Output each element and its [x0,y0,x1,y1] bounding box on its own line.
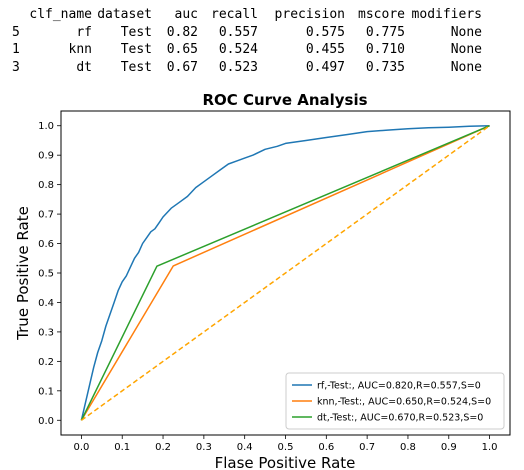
table-header-auc: auc [174,7,198,22]
chart-title: ROC Curve Analysis [202,91,367,109]
table-cell: 0.65 [166,42,198,57]
y-tick-label: 0.6 [38,239,54,250]
x-tick-label: 0.3 [196,442,212,453]
legend-entry: rf,-Test:, AUC=0.820,R=0.557,S=0 [317,381,481,392]
x-tick-label: 1.0 [482,442,498,453]
table-cell: 0.710 [365,42,405,57]
x-tick-label: 0.0 [73,442,89,453]
x-tick-label: 0.9 [441,442,457,453]
table-cell: 0.575 [305,24,345,40]
y-tick-label: 0.1 [38,386,54,397]
y-tick-label: 0.2 [38,357,54,368]
table-cell: Test [120,59,152,75]
table-cell: dt [76,59,92,75]
table-header-modifiers: modifiers [411,7,482,22]
table-header-precision: precision [274,7,345,22]
x-tick-label: 0.2 [155,442,171,453]
x-tick-label: 0.6 [318,442,334,453]
y-axis-label: True Positive Rate [14,206,32,341]
table-cell: Test [120,42,152,57]
x-tick-label: 0.8 [400,442,416,453]
legend-entry: dt,-Test:, AUC=0.670,R=0.523,S=0 [317,413,483,424]
series-line-2 [80,125,490,421]
series-line-1 [80,125,490,421]
table-cell: None [450,42,482,57]
table-cell: 0.82 [166,24,198,40]
x-tick-label: 0.1 [114,442,130,453]
y-tick-label: 0.0 [38,416,54,427]
y-tick-label: 0.8 [38,180,54,191]
y-tick-label: 0.9 [38,151,54,162]
table-header-clf_name: clf_name [29,7,92,22]
table-header-dataset: dataset [97,7,152,22]
table-row-index: 3 [12,59,20,75]
table-cell: 0.497 [305,59,345,75]
legend-entry: knn,-Test:, AUC=0.650,R=0.524,S=0 [317,397,491,408]
x-tick-label: 0.7 [359,442,375,453]
table-row-index: 5 [12,24,20,40]
table-cell: 0.67 [166,59,198,75]
table-cell: rf [76,24,92,40]
x-tick-label: 0.5 [278,442,294,453]
y-tick-label: 0.4 [38,298,54,309]
table-row-index: 1 [12,42,20,57]
table-header-recall: recall [211,7,258,22]
x-tick-label: 0.4 [237,442,253,453]
table-cell: 0.775 [365,24,405,40]
table-cell: knn [68,42,92,57]
table-cell: 0.557 [218,24,258,40]
y-tick-label: 0.5 [38,269,54,280]
y-tick-label: 0.7 [38,210,54,221]
plot-area [80,124,491,421]
table-cell: 0.523 [218,59,258,75]
metrics-table: clf_name dataset auc recall precision mscore m… [0,4,524,75]
y-tick-label: 0.3 [38,327,54,338]
table-cell: 0.524 [218,42,258,57]
table-cell: Test [120,24,152,40]
axis-ticks: 0.0 0.1 0.2 0.3 0.4 0.5 0.6 0.7 0.8 0.9 1.0 0.0 0.1 0… [38,121,497,453]
legend-box [285,372,505,430]
series-line-0 [80,124,490,421]
table-cell: 0.455 [305,42,345,57]
table-cell: None [450,59,482,75]
table-cell: 0.735 [365,59,405,75]
table-header-mscore: mscore [358,7,405,22]
legend: rf,-Test:, AUC=0.820,R=0.557,S=0 knn,-Tes… [285,372,505,430]
table-cell: None [450,24,482,40]
x-axis-label: Flase Positive Rate [215,454,356,470]
y-tick-label: 1.0 [38,121,54,132]
chance-line [80,125,491,421]
